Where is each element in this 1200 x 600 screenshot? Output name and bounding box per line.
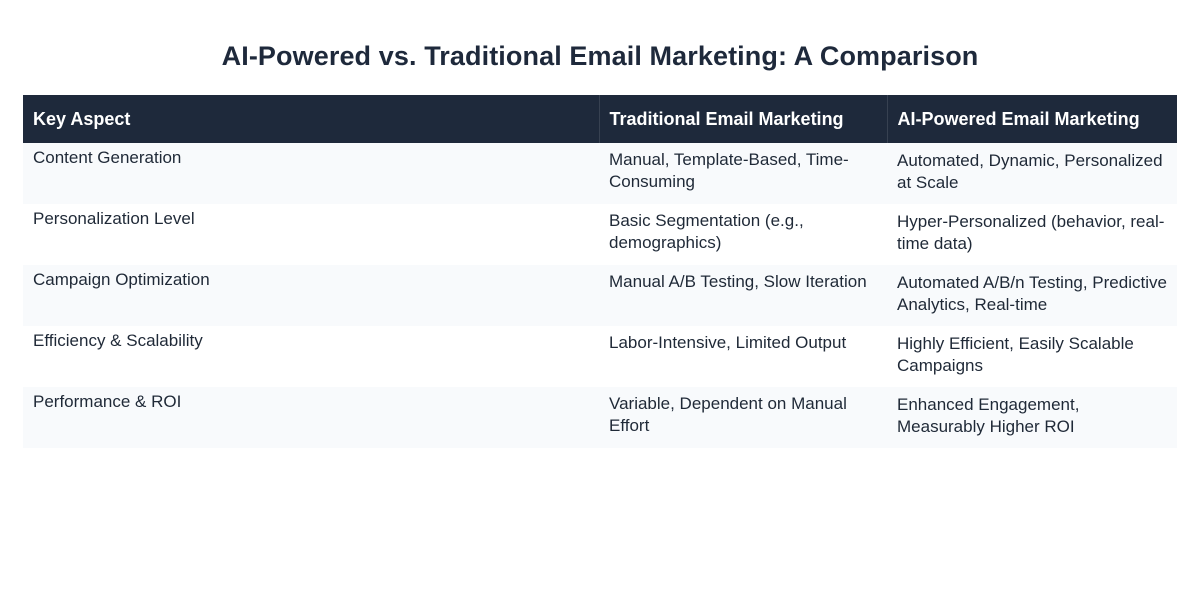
header-key-aspect: Key Aspect [23,95,600,143]
page-title: AI-Powered vs. Traditional Email Marketi… [221,41,979,72]
table-header: Key Aspect Traditional Email Marketing A… [23,95,1177,143]
header-row: Key Aspect Traditional Email Marketing A… [23,95,1177,143]
cell-traditional: Labor-Intensive, Limited Output [609,333,847,352]
cell-ai-powered: Automated A/B/n Testing, Predictive Anal… [897,273,1167,314]
cell-key-aspect: Performance & ROI [33,392,182,411]
table-body: Content Generation Manual, Template-Base… [23,143,1177,448]
cell-traditional: Manual, Template-Based, Time-Consuming [609,150,849,191]
header-traditional: Traditional Email Marketing [599,95,888,143]
cell-ai-powered: Enhanced Engagement, Measurably Higher R… [897,395,1080,436]
header-ai-powered: AI-Powered Email Marketing [897,108,1140,129]
cell-key-aspect: Personalization Level [33,209,195,228]
table-row: Personalization Level Basic Segmentation… [23,204,1177,265]
cell-ai-powered: Automated, Dynamic, Personalized at Scal… [897,151,1163,192]
cell-ai-powered: Hyper-Personalized (behavior, real-time … [897,212,1165,253]
table-row: Campaign Optimization Manual A/B Testing… [23,265,1177,326]
cell-traditional: Basic Segmentation (e.g., demographics) [609,211,804,252]
cell-key-aspect: Efficiency & Scalability [33,331,203,350]
cell-ai-powered: Highly Efficient, Easily Scalable Campai… [897,334,1134,375]
comparison-table: Key Aspect Traditional Email Marketing A… [23,95,1177,448]
table-row: Content Generation Manual, Template-Base… [23,143,1177,204]
cell-traditional: Manual A/B Testing, Slow Iteration [609,272,867,291]
cell-key-aspect: Campaign Optimization [33,270,210,289]
cell-traditional: Variable, Dependent on Manual Effort [609,394,847,435]
cell-key-aspect: Content Generation [33,148,182,167]
table-row: Performance & ROI Variable, Dependent on… [23,387,1177,448]
table-row: Efficiency & Scalability Labor-Intensive… [23,326,1177,387]
